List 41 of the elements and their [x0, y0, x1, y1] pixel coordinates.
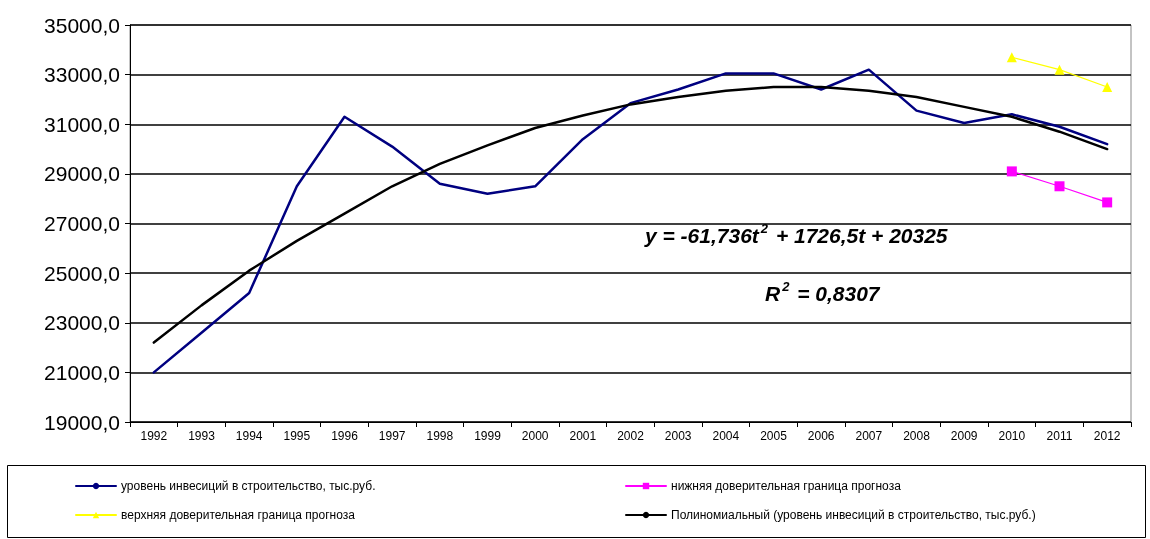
point: [1102, 82, 1113, 93]
legend-label: Полиномиальный (уровень инвесиций в строительство, тыс.руб.): [671, 508, 1036, 522]
y-tick-label: 31000,0: [44, 112, 120, 136]
y-tick-label: 21000,0: [44, 360, 120, 384]
x-tick-label: 2011: [1046, 429, 1073, 443]
y-tick-label: 27000,0: [44, 212, 120, 235]
x-tick-label: 1993: [188, 429, 216, 443]
x-tick-label: 1997: [378, 429, 406, 443]
x-tick-label: 2002: [617, 429, 645, 443]
legend-label: уровень инвесиций в строительство, тыс.руб.: [121, 479, 376, 493]
point: [1054, 181, 1065, 192]
x-tick-label: 1995: [283, 429, 311, 443]
x-tick-label: 1996: [331, 429, 359, 443]
x-tick-label: 1994: [235, 429, 263, 443]
legend-label: нижняя доверительная граница прогноза: [671, 479, 902, 493]
x-tick-label: 1999: [474, 429, 502, 443]
x-tick-label: 2005: [760, 429, 788, 443]
x-tick-label: 1998: [426, 429, 454, 443]
x-tick-label: 2003: [664, 429, 692, 443]
x-tick-label: 1992: [140, 429, 168, 443]
y-tick-label: 19000,0: [44, 410, 120, 434]
y-tick-label: 35000,0: [44, 13, 120, 37]
y-tick-label: 29000,0: [44, 162, 120, 186]
y-tick-label: 33000,0: [44, 63, 120, 87]
point: [1006, 166, 1017, 177]
x-tick-label: 2012: [1093, 429, 1121, 443]
point: [1006, 52, 1017, 63]
x-tick-label: 2004: [712, 429, 740, 443]
x-tick-label: 2000: [521, 429, 549, 443]
point: [1102, 197, 1113, 208]
x-tick-label: 2001: [569, 429, 597, 443]
x-tick-label: 2007: [855, 429, 883, 443]
y-tick-label: 25000,0: [44, 261, 120, 285]
x-tick-label: 2008: [903, 429, 931, 443]
point: [1054, 64, 1065, 75]
x-tick-label: 2009: [950, 429, 978, 443]
y-tick-label: 23000,0: [44, 311, 120, 335]
x-tick-label: 2006: [807, 429, 835, 443]
legend-label: верхняя доверительная граница прогноза: [121, 508, 356, 522]
x-tick-label: 2010: [998, 429, 1026, 443]
line-series: [152, 68, 1109, 374]
